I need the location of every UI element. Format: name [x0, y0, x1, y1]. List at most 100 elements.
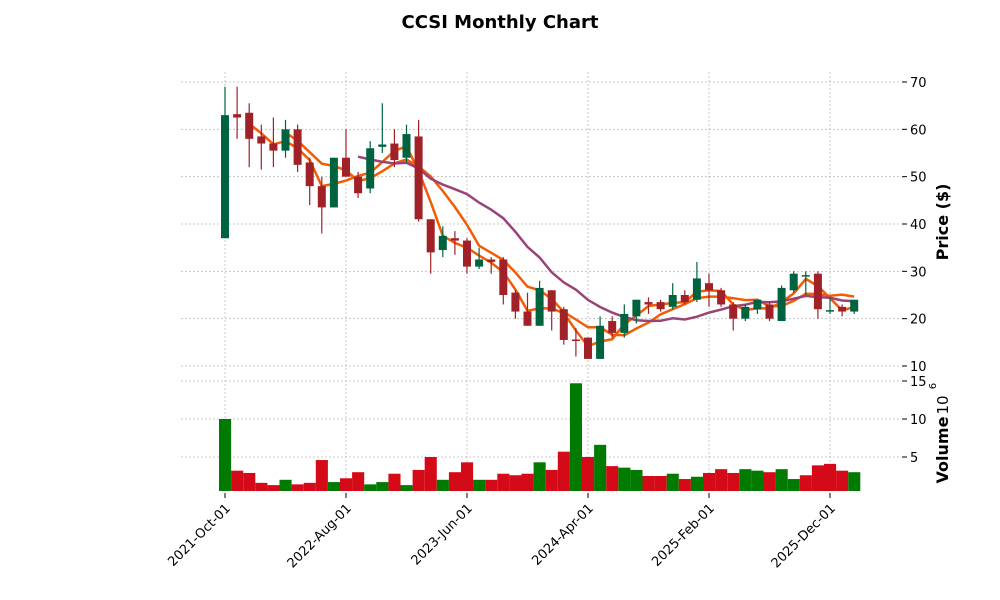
candle-body — [293, 129, 302, 165]
volume-bar — [448, 472, 461, 491]
candle-body — [632, 299, 641, 317]
candle-body — [547, 290, 556, 312]
volume-bar — [606, 466, 619, 491]
volume-bar — [461, 462, 474, 491]
volume-bar — [279, 479, 292, 491]
volume-axis-label: Volume — [933, 416, 952, 483]
volume-bar — [545, 469, 558, 491]
candle-body — [826, 310, 834, 312]
volume-bar — [327, 482, 340, 491]
candle-body — [705, 283, 713, 291]
candle-body — [523, 311, 532, 326]
candle-body — [475, 259, 484, 267]
volume-bar — [364, 484, 377, 491]
volume-bar — [340, 478, 353, 491]
volume-bar — [848, 472, 861, 491]
candle-body — [813, 273, 822, 310]
candle-body — [656, 302, 665, 310]
volume-bar — [315, 460, 328, 491]
candle-body — [402, 134, 411, 158]
volume-bar — [751, 470, 764, 491]
candles — [221, 86, 859, 359]
volume-exponent-base: 10 — [934, 395, 952, 414]
volume-bar — [219, 419, 232, 491]
volume-bar — [690, 476, 703, 491]
x-tick-label: 2025-Feb-01 — [649, 501, 718, 570]
volume-bar — [485, 479, 498, 491]
candle-body — [245, 112, 254, 139]
volume-bar — [376, 482, 389, 491]
candle-body — [801, 275, 810, 277]
volume-bar — [703, 472, 716, 491]
volume-bar — [424, 457, 437, 491]
volume-bar — [569, 383, 582, 491]
volume-bar — [836, 470, 849, 491]
volume-bar — [618, 467, 631, 491]
price-tick-label: 50 — [910, 171, 927, 186]
candle-body — [668, 295, 677, 307]
volume-tick-label: 15 — [910, 375, 927, 390]
candle-body — [463, 240, 471, 267]
volume-bar — [497, 473, 510, 491]
price-tick-label: 10 — [910, 360, 927, 375]
candle-body — [305, 162, 314, 187]
x-tick-label: 2025-Dec-01 — [769, 501, 839, 571]
candle-body — [269, 143, 278, 151]
candle-body — [850, 299, 859, 312]
candle-body — [741, 306, 750, 319]
candle-body — [753, 299, 762, 310]
candle-body — [717, 290, 726, 305]
volume-bar — [557, 451, 570, 491]
candle-body — [608, 321, 617, 333]
price-axis-label: Price ($) — [933, 184, 952, 261]
candle-body — [838, 306, 847, 312]
volume-bar — [291, 484, 304, 491]
x-tick-label: 2022-Aug-01 — [285, 501, 355, 571]
volume-bar — [678, 479, 691, 491]
volume-bar — [243, 472, 256, 491]
volume-bar — [654, 476, 667, 491]
candle-body — [329, 157, 338, 208]
candle-body — [777, 287, 786, 322]
candle-body — [596, 325, 605, 359]
price-tick-label: 70 — [910, 76, 927, 91]
volume-bar — [533, 462, 546, 491]
volume-bar — [811, 465, 824, 491]
candle-body — [354, 176, 363, 194]
price-tick-label: 30 — [910, 265, 927, 280]
x-tick-label: 2024-Apr-01 — [529, 501, 596, 568]
candle-body — [342, 157, 350, 177]
candle-body — [535, 287, 544, 326]
volume-bar — [255, 482, 268, 491]
candle-body — [438, 235, 447, 251]
candle-body — [450, 238, 459, 241]
price-tick-label: 40 — [910, 218, 927, 233]
volume-bar — [412, 469, 425, 491]
moving-average-12 — [357, 155, 855, 323]
volume-bar — [775, 469, 788, 491]
volume-bar — [400, 485, 413, 491]
candle-body — [644, 302, 653, 305]
candle-body — [281, 129, 290, 151]
volume-exponent: 6 — [928, 383, 939, 389]
candle-body — [620, 313, 629, 333]
candle-body — [366, 148, 375, 189]
candle-body — [487, 259, 496, 262]
candle-body — [317, 186, 326, 208]
volume-bar — [739, 469, 752, 491]
volume-bar — [303, 482, 316, 491]
candle-body — [499, 259, 508, 295]
volume-bar — [594, 444, 607, 491]
x-tick-label: 2023-Jun-01 — [409, 501, 476, 568]
candle-body — [789, 273, 798, 291]
price-tick-label: 60 — [910, 123, 927, 138]
volume-bar — [666, 473, 679, 491]
volume-tick-label: 5 — [910, 451, 918, 466]
candle-body — [729, 304, 738, 319]
x-tick-label: 2021-Oct-01 — [165, 501, 233, 569]
candle-body — [511, 292, 520, 312]
volume-bar — [799, 475, 812, 491]
volume-bar — [473, 479, 486, 491]
